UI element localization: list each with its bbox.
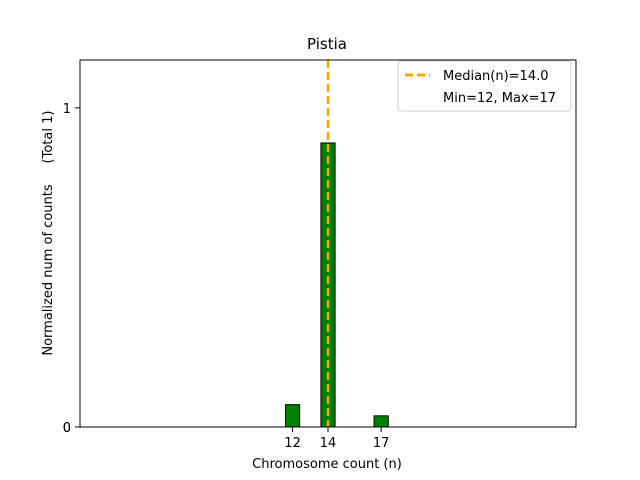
legend-median-label: Median(n)=14.0 xyxy=(443,69,549,84)
y-axis-label: Normalized num of counts xyxy=(41,184,56,355)
x-tick-label: 14 xyxy=(320,436,337,451)
y-axis-label-total: (Total 1) xyxy=(41,111,56,164)
legend: Median(n)=14.0 Min=12, Max=17 xyxy=(397,60,572,112)
legend-box xyxy=(397,60,572,112)
y-axis: 001 xyxy=(63,102,80,436)
legend-range-label: Min=12, Max=17 xyxy=(443,91,556,106)
y-tick-label: 0 xyxy=(63,421,71,436)
x-axis: 12 14 17 xyxy=(284,427,389,451)
x-tick-label: 12 xyxy=(284,436,301,451)
y-tick-label: 1 xyxy=(63,102,71,117)
x-axis-label: Chromosome count (n) xyxy=(252,457,402,472)
bar-12 xyxy=(284,404,301,428)
chart-title: Pistia xyxy=(307,35,347,53)
y-tick-label: 0 xyxy=(63,421,71,436)
x-tick-label: 17 xyxy=(373,436,390,451)
bars-layer xyxy=(284,142,389,428)
bar-17 xyxy=(373,415,389,428)
